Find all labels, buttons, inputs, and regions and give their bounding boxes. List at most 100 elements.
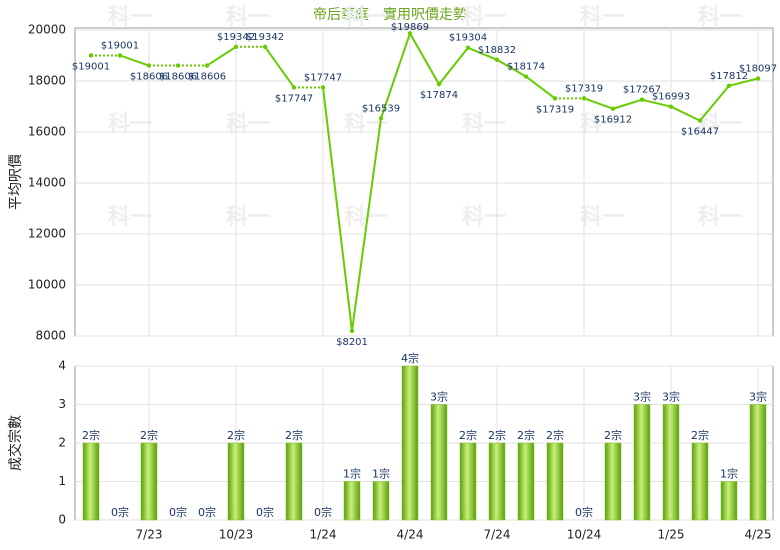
line-segment (409, 32, 440, 85)
value-label: $17267 (623, 85, 661, 96)
point (581, 96, 587, 101)
value-label: $19001 (101, 40, 139, 51)
point (726, 83, 732, 88)
value-label: 2宗 (285, 428, 303, 442)
value-label: $17874 (420, 90, 458, 101)
watermark: 科一 (108, 205, 152, 230)
point (88, 53, 94, 58)
bar (633, 404, 651, 521)
line-segment (264, 46, 295, 89)
x-tick-label: 4/25 (745, 528, 772, 542)
value-label: 0宗 (111, 505, 129, 519)
watermark: 科一 (344, 5, 388, 30)
x-tick-label: 1/24 (310, 528, 337, 542)
value-label: 4宗 (401, 351, 419, 365)
x-tick-label: 10/24 (567, 528, 602, 542)
bar (82, 442, 100, 521)
bar (662, 404, 680, 521)
watermark: 科一 (226, 205, 270, 230)
watermark: 科一 (108, 112, 152, 137)
watermark: 科一 (462, 112, 506, 137)
value-label: $18606 (159, 72, 197, 83)
line-segment (525, 75, 556, 100)
value-label: $17319 (536, 104, 574, 115)
value-label: $19342 (217, 32, 255, 43)
value-label: $18606 (188, 72, 226, 83)
point (407, 31, 413, 36)
value-label: 3宗 (430, 390, 448, 404)
point (494, 57, 500, 62)
bar (343, 481, 361, 521)
bar (430, 404, 448, 521)
value-label: $17319 (565, 83, 603, 94)
value-label: 2宗 (691, 428, 709, 442)
value-label: 3宗 (662, 390, 680, 404)
value-label: 2宗 (459, 428, 477, 442)
line-segment (119, 54, 150, 67)
y-tick-label: 1 (58, 474, 66, 488)
value-label: $18606 (130, 72, 168, 83)
value-label: 0宗 (198, 505, 216, 519)
point (465, 45, 471, 50)
value-label: 0宗 (169, 505, 187, 519)
line-segment (322, 87, 353, 331)
watermark: 科一 (462, 205, 506, 230)
value-label: 0宗 (314, 505, 332, 519)
point (175, 63, 181, 68)
line-segment (699, 85, 730, 122)
watermark: 科一 (698, 205, 742, 230)
value-label: $19304 (449, 33, 487, 44)
value-label: 3宗 (749, 390, 767, 404)
y-tick-label: 18000 (28, 74, 66, 88)
value-label: $8201 (336, 337, 368, 348)
y-axis-label: 成交宗數 (7, 415, 24, 471)
value-label: 2宗 (604, 428, 622, 442)
value-label: 2宗 (82, 428, 100, 442)
y-tick-label: 4 (58, 359, 66, 373)
bar (140, 442, 158, 521)
y-tick-label: 16000 (28, 125, 66, 139)
x-tick-label: 7/23 (136, 528, 163, 542)
point (262, 44, 268, 49)
point (523, 74, 529, 79)
y-tick-label: 14000 (28, 176, 66, 190)
value-label: $17747 (304, 72, 342, 83)
bar (749, 404, 767, 521)
x-tick-label: 10/23 (219, 528, 254, 542)
value-label: $19869 (391, 22, 429, 33)
value-label: $16993 (652, 92, 690, 103)
point (349, 328, 355, 334)
bar (459, 442, 477, 521)
value-label: $18832 (478, 45, 516, 56)
value-label: $18174 (507, 62, 545, 73)
value-label: 0宗 (256, 505, 274, 519)
bar (488, 442, 506, 521)
value-label: $19001 (72, 61, 110, 72)
line-segment (612, 98, 643, 110)
line-segment (380, 33, 411, 119)
bar (372, 481, 390, 521)
value-label: $16539 (362, 103, 400, 114)
line-segment (351, 118, 382, 332)
value-label: 2宗 (488, 428, 506, 442)
point (436, 82, 442, 87)
point (146, 63, 152, 68)
watermark: 科一 (698, 5, 742, 30)
y-axis-label: 平均呎價 (7, 154, 24, 210)
point (639, 97, 645, 102)
value-label: $19342 (246, 32, 284, 43)
bar (604, 442, 622, 521)
line-segment (583, 97, 614, 110)
watermark: 科一 (226, 112, 270, 137)
y-tick-label: 10000 (28, 278, 66, 292)
point (755, 76, 761, 81)
y-tick-label: 0 (58, 513, 66, 527)
value-label: 1宗 (720, 467, 738, 481)
y-tick-label: 12000 (28, 227, 66, 241)
value-label: 3宗 (633, 390, 651, 404)
line-segment (206, 45, 237, 67)
point (117, 53, 123, 58)
x-tick-label: 1/25 (658, 528, 685, 542)
x-tick-label: 4/24 (397, 528, 424, 542)
